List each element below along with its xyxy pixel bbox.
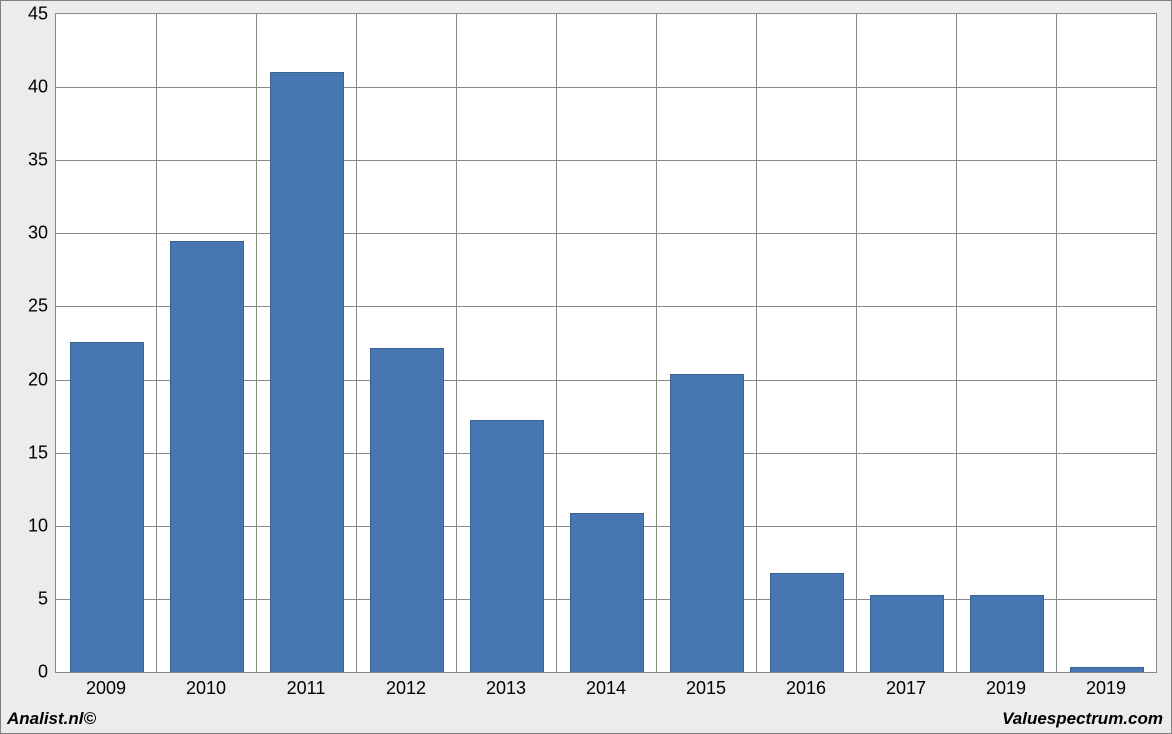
bar <box>170 241 244 672</box>
x-axis-label: 2009 <box>86 672 126 699</box>
y-axis-label: 0 <box>38 662 56 683</box>
bar <box>670 374 744 672</box>
bar <box>770 573 844 672</box>
bar <box>970 595 1044 672</box>
bar <box>570 513 644 672</box>
y-axis-label: 35 <box>28 150 56 171</box>
x-axis-label: 2013 <box>486 672 526 699</box>
footer-left: Analist.nl© <box>7 709 96 729</box>
bar <box>870 595 944 672</box>
chart-frame: 0 5 10 15 20 25 30 35 40 45 2009 2010 2011 2012 2013 20… <box>0 0 1172 734</box>
plot-area: 0510152025303540452009201020112012201320… <box>55 13 1157 673</box>
y-axis-label: 15 <box>28 442 56 463</box>
bar <box>470 420 544 673</box>
bar <box>270 72 344 673</box>
x-axis-label: 2019 <box>986 672 1026 699</box>
x-axis-label: 2015 <box>686 672 726 699</box>
x-axis-label: 2011 <box>287 672 326 699</box>
y-axis-label: 25 <box>28 296 56 317</box>
y-axis-label: 45 <box>28 4 56 25</box>
bar <box>370 348 444 672</box>
x-axis-label: 2010 <box>186 672 226 699</box>
x-axis-label: 2017 <box>886 672 926 699</box>
x-axis-label: 2012 <box>386 672 426 699</box>
bars-layer <box>56 14 1156 672</box>
y-axis-label: 20 <box>28 369 56 390</box>
x-axis-label: 2016 <box>786 672 826 699</box>
bar <box>70 342 144 672</box>
y-axis-label: 30 <box>28 223 56 244</box>
y-axis-label: 40 <box>28 77 56 98</box>
x-axis-label: 2014 <box>586 672 626 699</box>
y-axis-label: 10 <box>28 515 56 536</box>
y-axis-label: 5 <box>38 588 56 609</box>
footer-right: Valuespectrum.com <box>1002 709 1163 729</box>
x-axis-label: 2019 <box>1086 672 1126 699</box>
plot-wrap: 0 5 10 15 20 25 30 35 40 45 2009 2010 2011 2012 2013 20… <box>7 7 1165 705</box>
